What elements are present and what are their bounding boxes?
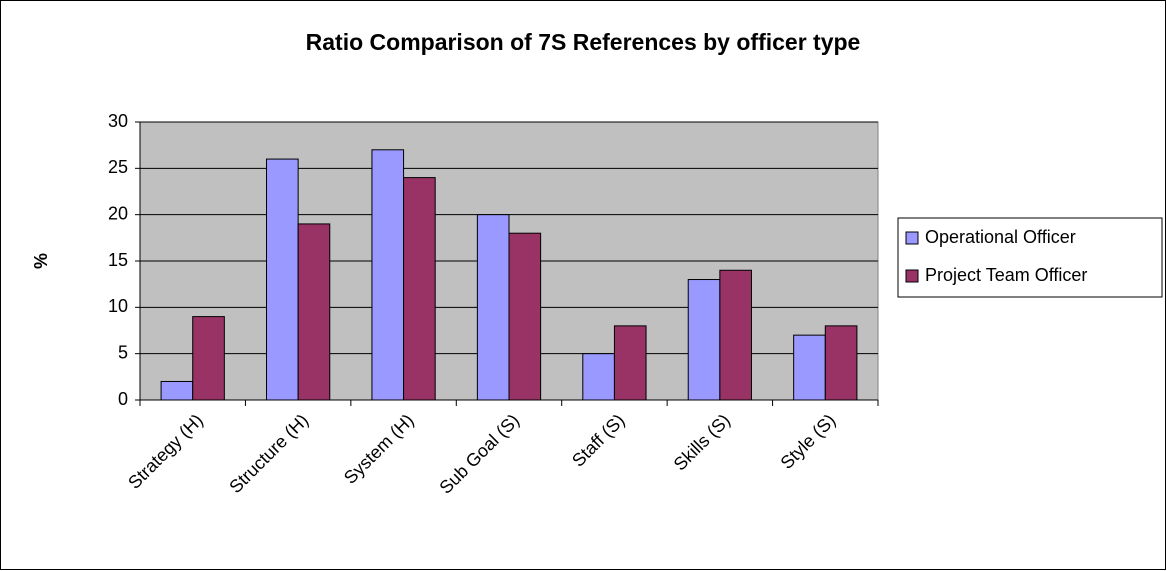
bar: [687, 279, 721, 401]
bar: [297, 223, 331, 401]
y-tick-label: 15: [108, 250, 128, 270]
bar: [613, 325, 647, 401]
bar: [793, 334, 826, 401]
y-tick-label: 20: [108, 203, 128, 223]
y-tick-label: 0: [118, 389, 128, 409]
bar: [476, 214, 510, 401]
y-tick-label: 30: [108, 111, 128, 131]
legend: [897, 217, 1163, 298]
bar: [192, 316, 225, 401]
y-axis-label: %: [31, 253, 51, 269]
legend-swatch: [905, 269, 919, 283]
bar: [371, 149, 405, 401]
bar: [582, 353, 615, 401]
bar: [160, 380, 194, 401]
legend-label: Operational Officer: [925, 227, 1076, 247]
y-tick-label: 5: [118, 342, 128, 362]
bar: [508, 232, 542, 401]
bar: [719, 269, 752, 401]
y-tick-label: 10: [108, 296, 128, 316]
bar: [403, 177, 436, 401]
bar: [824, 325, 858, 401]
legend-label: Project Team Officer: [925, 265, 1087, 285]
bar: [266, 158, 299, 401]
chart-title: Ratio Comparison of 7S References by off…: [306, 29, 861, 55]
legend-swatch: [905, 231, 919, 245]
y-tick-label: 25: [108, 157, 128, 177]
